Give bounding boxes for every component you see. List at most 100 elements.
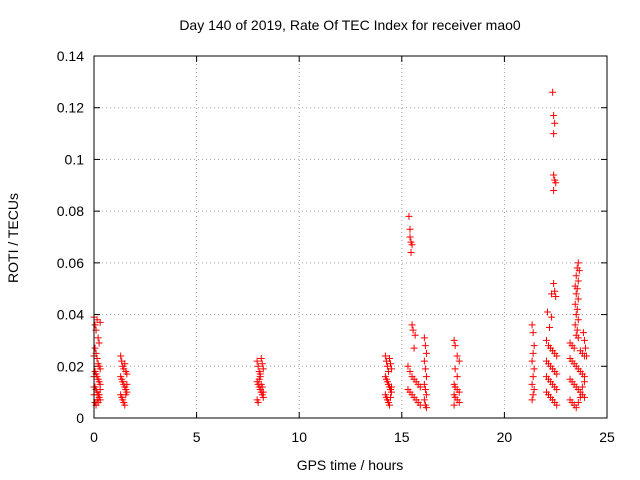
x-tick-label: 15 [394, 429, 410, 445]
data-point [420, 357, 428, 365]
data-point [259, 365, 267, 373]
data-point [421, 342, 429, 350]
y-tick-label: 0.06 [57, 255, 84, 271]
data-point [254, 398, 262, 406]
y-axis-title: ROTI / TECUs [5, 193, 21, 283]
data-point [551, 119, 559, 127]
data-point [258, 383, 266, 391]
data-point [95, 339, 103, 347]
data-point [450, 336, 458, 344]
data-point [576, 393, 584, 401]
data-point [422, 349, 430, 357]
data-point [404, 362, 412, 370]
y-tick-label: 0.1 [65, 151, 85, 167]
data-point [254, 362, 262, 370]
data-point [117, 352, 125, 360]
data-point [528, 380, 536, 388]
data-point [550, 130, 558, 138]
chart-title: Day 140 of 2019, Rate Of TEC Index for r… [179, 17, 521, 33]
data-point [122, 391, 130, 399]
data-point [580, 336, 588, 344]
y-tick-label: 0.04 [57, 307, 84, 323]
data-point [387, 393, 395, 401]
data-point [387, 360, 395, 368]
data-point [121, 360, 129, 368]
data-point [257, 355, 265, 363]
data-point [529, 391, 537, 399]
data-point [91, 321, 99, 329]
y-axis-ticks: 0 0.02 0.04 0.06 0.08 0.1 0.12 0.14 [57, 48, 607, 426]
data-point [553, 401, 561, 409]
data-point [529, 373, 537, 381]
data-point [546, 324, 554, 331]
data-point [451, 342, 459, 350]
data-point [581, 344, 589, 352]
x-tick-label: 0 [90, 429, 98, 445]
data-point [409, 326, 417, 334]
data-point [571, 300, 579, 308]
data-point [572, 404, 580, 412]
data-point [422, 391, 430, 399]
data-points [90, 88, 590, 412]
data-point [578, 383, 586, 391]
data-point [580, 378, 588, 386]
data-point [552, 179, 560, 187]
data-point [528, 357, 536, 365]
data-point [388, 365, 396, 373]
y-tick-label: 0 [76, 410, 84, 426]
data-point [543, 308, 551, 316]
data-point [530, 365, 538, 373]
data-point [575, 267, 583, 275]
data-point [550, 186, 558, 194]
data-point [420, 334, 428, 342]
data-point [253, 357, 261, 365]
data-point [420, 380, 428, 388]
x-tick-label: 25 [599, 429, 615, 445]
data-point [552, 292, 560, 300]
data-point [95, 391, 103, 399]
data-point [96, 386, 104, 394]
data-point [406, 225, 414, 233]
data-point [574, 316, 582, 324]
data-point [422, 404, 430, 412]
data-point [574, 334, 582, 342]
x-tick-label: 10 [291, 429, 307, 445]
data-point [582, 352, 590, 360]
data-point [385, 355, 393, 363]
plot-area-border [93, 55, 608, 419]
data-point [422, 373, 430, 381]
data-point [573, 326, 581, 334]
data-point [123, 370, 131, 378]
data-point [406, 233, 414, 241]
data-point [570, 344, 578, 352]
data-point [573, 285, 581, 293]
data-point [410, 344, 418, 352]
data-point [256, 370, 264, 378]
y-tick-label: 0.02 [57, 358, 84, 374]
data-point [550, 171, 558, 179]
data-point [94, 398, 102, 406]
y-tick-label: 0.12 [57, 100, 84, 116]
data-point [572, 272, 580, 280]
data-point [416, 383, 424, 391]
data-point [94, 334, 102, 342]
data-point [385, 401, 393, 409]
x-axis-title: GPS time / hours [297, 457, 404, 473]
data-point [96, 365, 104, 373]
grid-lines [94, 56, 607, 418]
data-point [450, 401, 458, 409]
data-point [258, 360, 266, 368]
data-point [420, 396, 428, 404]
x-axis-ticks: 0 5 10 15 20 25 [90, 56, 615, 445]
data-point [529, 329, 537, 337]
data-point [572, 290, 580, 298]
data-point [550, 111, 558, 119]
data-point [455, 388, 463, 396]
data-point [553, 386, 561, 394]
x-tick-label: 20 [497, 429, 513, 445]
data-point [388, 383, 396, 391]
data-point [421, 386, 429, 394]
data-point [91, 344, 99, 352]
data-point [571, 321, 579, 329]
